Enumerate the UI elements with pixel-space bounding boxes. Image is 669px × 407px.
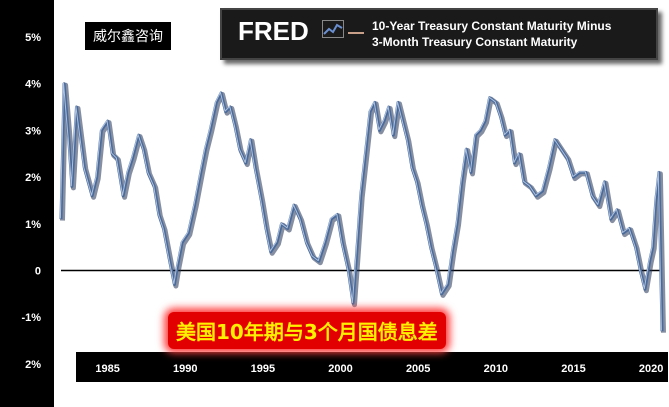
y-tick-label: 2% (25, 359, 41, 371)
fred-chart-icon (322, 20, 344, 38)
legend-label-line1: 10-Year Treasury Constant Maturity Minus (372, 19, 612, 33)
x-tick-label: 1995 (251, 363, 275, 375)
x-tick-label: 1985 (95, 363, 119, 375)
y-tick-labels: 5% 4% 3% 2% 1% 0 -1% 2% (21, 32, 41, 371)
x-tick-label: 2000 (328, 363, 352, 375)
series-group (59, 82, 666, 333)
y-axis-band (0, 0, 54, 407)
source-badge: 威尔鑫咨询 (85, 22, 171, 50)
y-tick-label: 3% (25, 125, 41, 137)
legend: FRED 10-Year Treasury Constant Maturity … (220, 8, 658, 60)
legend-swatch (348, 32, 364, 34)
y-tick-label: 0 (35, 266, 41, 278)
y-tick-label: 2% (25, 172, 41, 184)
x-tick-label: 2020 (639, 363, 663, 375)
series-line-shadow (60, 82, 666, 333)
x-axis-band (76, 352, 668, 382)
y-tick-label: 5% (25, 32, 41, 44)
x-tick-label: 2005 (406, 363, 430, 375)
y-tick-label: 4% (25, 79, 41, 91)
legend-label: 10-Year Treasury Constant Maturity Minus… (372, 18, 611, 50)
x-tick-label: 2010 (484, 363, 508, 375)
chart-caption: 美国10年期与3个月国债息差 (168, 312, 446, 349)
series-line-highlight (59, 82, 662, 331)
y-tick-label: 1% (25, 219, 41, 231)
x-tick-labels: 1985 1990 1995 2000 2005 2010 2015 2020 (95, 363, 663, 375)
x-tick-label: 2015 (561, 363, 585, 375)
x-tick-label: 1990 (173, 363, 197, 375)
y-tick-label: -1% (21, 312, 41, 324)
legend-label-line2: 3-Month Treasury Constant Maturity (372, 35, 578, 49)
fred-logo: FRED (238, 16, 309, 46)
